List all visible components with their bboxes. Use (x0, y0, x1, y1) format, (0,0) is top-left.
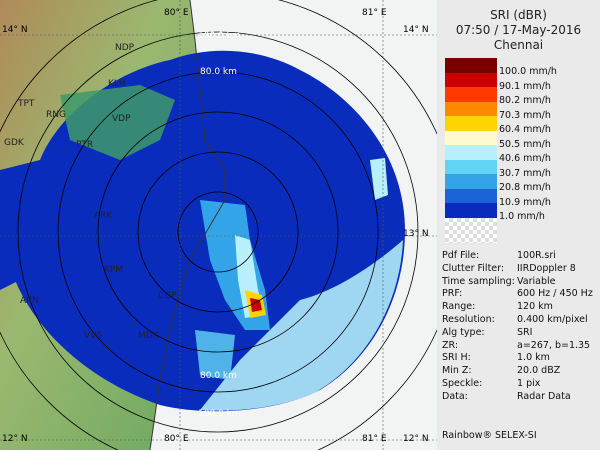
info-value: 120 km (517, 301, 553, 313)
color-swatch (445, 72, 497, 88)
level-label: 30.7 mm/h (499, 167, 551, 179)
info-key: Data: (442, 390, 468, 402)
level-label: 1.0 mm/h (499, 211, 545, 222)
info-value: 100R.sri (517, 250, 556, 261)
range-rings (0, 0, 437, 450)
place-label: ARK (94, 211, 113, 221)
color-swatch (445, 203, 497, 218)
radar-map: 14° N 80° E 81° E 14° N 13° N 12° N 80° … (0, 0, 437, 450)
grid-label: 80° E (164, 434, 189, 444)
terrain (60, 85, 175, 160)
info-key: PRF: (442, 288, 463, 300)
info-value: 600 Hz / 450 Hz (517, 288, 593, 300)
color-swatch (445, 145, 497, 160)
level-label: 90.1 mm/h (499, 80, 551, 92)
rain-core (250, 298, 262, 312)
graticule (0, 0, 437, 450)
place-label: RNG (46, 110, 66, 120)
info-key: Time sampling: (442, 275, 515, 287)
level-label: 10.9 mm/h (499, 196, 551, 208)
place-label: MDK (138, 331, 160, 341)
light-rain-area (200, 240, 403, 411)
grid-label: 14° N (2, 25, 28, 35)
echo-area (0, 160, 40, 290)
range-label: 80.0 km (200, 371, 237, 381)
info-key: ZR: (442, 339, 459, 351)
color-swatch (445, 101, 497, 117)
level-label: 100.0 mm/h (499, 66, 557, 77)
place-label: VDP (112, 114, 131, 124)
info-value: Radar Data (517, 390, 571, 402)
place-label: NDP (115, 43, 135, 53)
place-label: GDK (4, 138, 25, 148)
info-key: Speckle: (442, 378, 483, 389)
level-label: 70.3 mm/h (499, 109, 551, 121)
info-value: SRI (517, 326, 533, 338)
legend-panel: SRI (dBR) 07:50 / 17-May-2016 Chennai 10… (437, 0, 600, 450)
range-label: 100.0 km (198, 409, 241, 419)
color-swatch (445, 87, 497, 102)
place-label: CGP (158, 291, 177, 301)
place-label: KPM (104, 265, 123, 275)
level-label: 60.4 mm/h (499, 124, 551, 135)
range-label: 100.0 km (198, 31, 241, 41)
info-value: 0.400 km/pixel (517, 314, 588, 325)
place-label: PTR (76, 140, 93, 150)
rain-cell (370, 158, 388, 200)
grid-label: 81° E (362, 434, 387, 444)
rain-cell (195, 330, 235, 380)
info-key: Alg type: (442, 326, 485, 338)
grid-label: 81° E (362, 8, 387, 18)
info-value: Variable (517, 275, 556, 287)
info-key: Min Z: (442, 365, 472, 377)
color-swatch (445, 116, 497, 131)
info-key: Resolution: (442, 314, 495, 325)
level-label: 50.5 mm/h (499, 138, 551, 150)
color-swatch (445, 58, 497, 73)
no-data-swatch (445, 218, 497, 243)
info-value: IIRDoppler 8 (517, 262, 576, 274)
level-label: 40.6 mm/h (499, 153, 551, 164)
color-swatch (445, 174, 497, 189)
coastline (149, 0, 226, 450)
info-key: Clutter Filter: (442, 262, 505, 274)
place-label: ARN (20, 296, 39, 306)
info-value: 1.0 km (517, 352, 550, 364)
legend-site: Chennai (493, 38, 544, 52)
color-swatch (445, 188, 497, 204)
place-label: TPT (17, 99, 35, 109)
info-key: Pdf File: (442, 250, 480, 261)
place-label: VVS (84, 331, 102, 341)
grid-label: 13° N (403, 229, 429, 239)
legend-datetime: 07:50 / 17-May-2016 (455, 23, 582, 37)
legend-title: SRI (dBR) (490, 8, 547, 22)
color-swatch (445, 159, 497, 175)
place-label: KLH (108, 79, 126, 89)
info-value: a=267, b=1.35 (517, 339, 591, 351)
grid-label: 12° N (403, 434, 429, 444)
info-value: 20.0 dBZ (517, 365, 561, 377)
grid-label: 80° E (164, 8, 189, 18)
info-value: 1 pix (517, 378, 541, 389)
range-label: 80.0 km (200, 67, 237, 77)
grid-label: 12° N (2, 434, 28, 444)
info-key: SRI H: (442, 352, 471, 364)
level-label: 20.8 mm/h (499, 182, 551, 193)
footer: Rainbow® SELEX-SI (442, 430, 537, 441)
info-key: Range: (442, 301, 476, 313)
grid-label: 14° N (403, 25, 429, 35)
color-swatch (445, 130, 497, 146)
level-label: 80.2 mm/h (499, 95, 551, 106)
